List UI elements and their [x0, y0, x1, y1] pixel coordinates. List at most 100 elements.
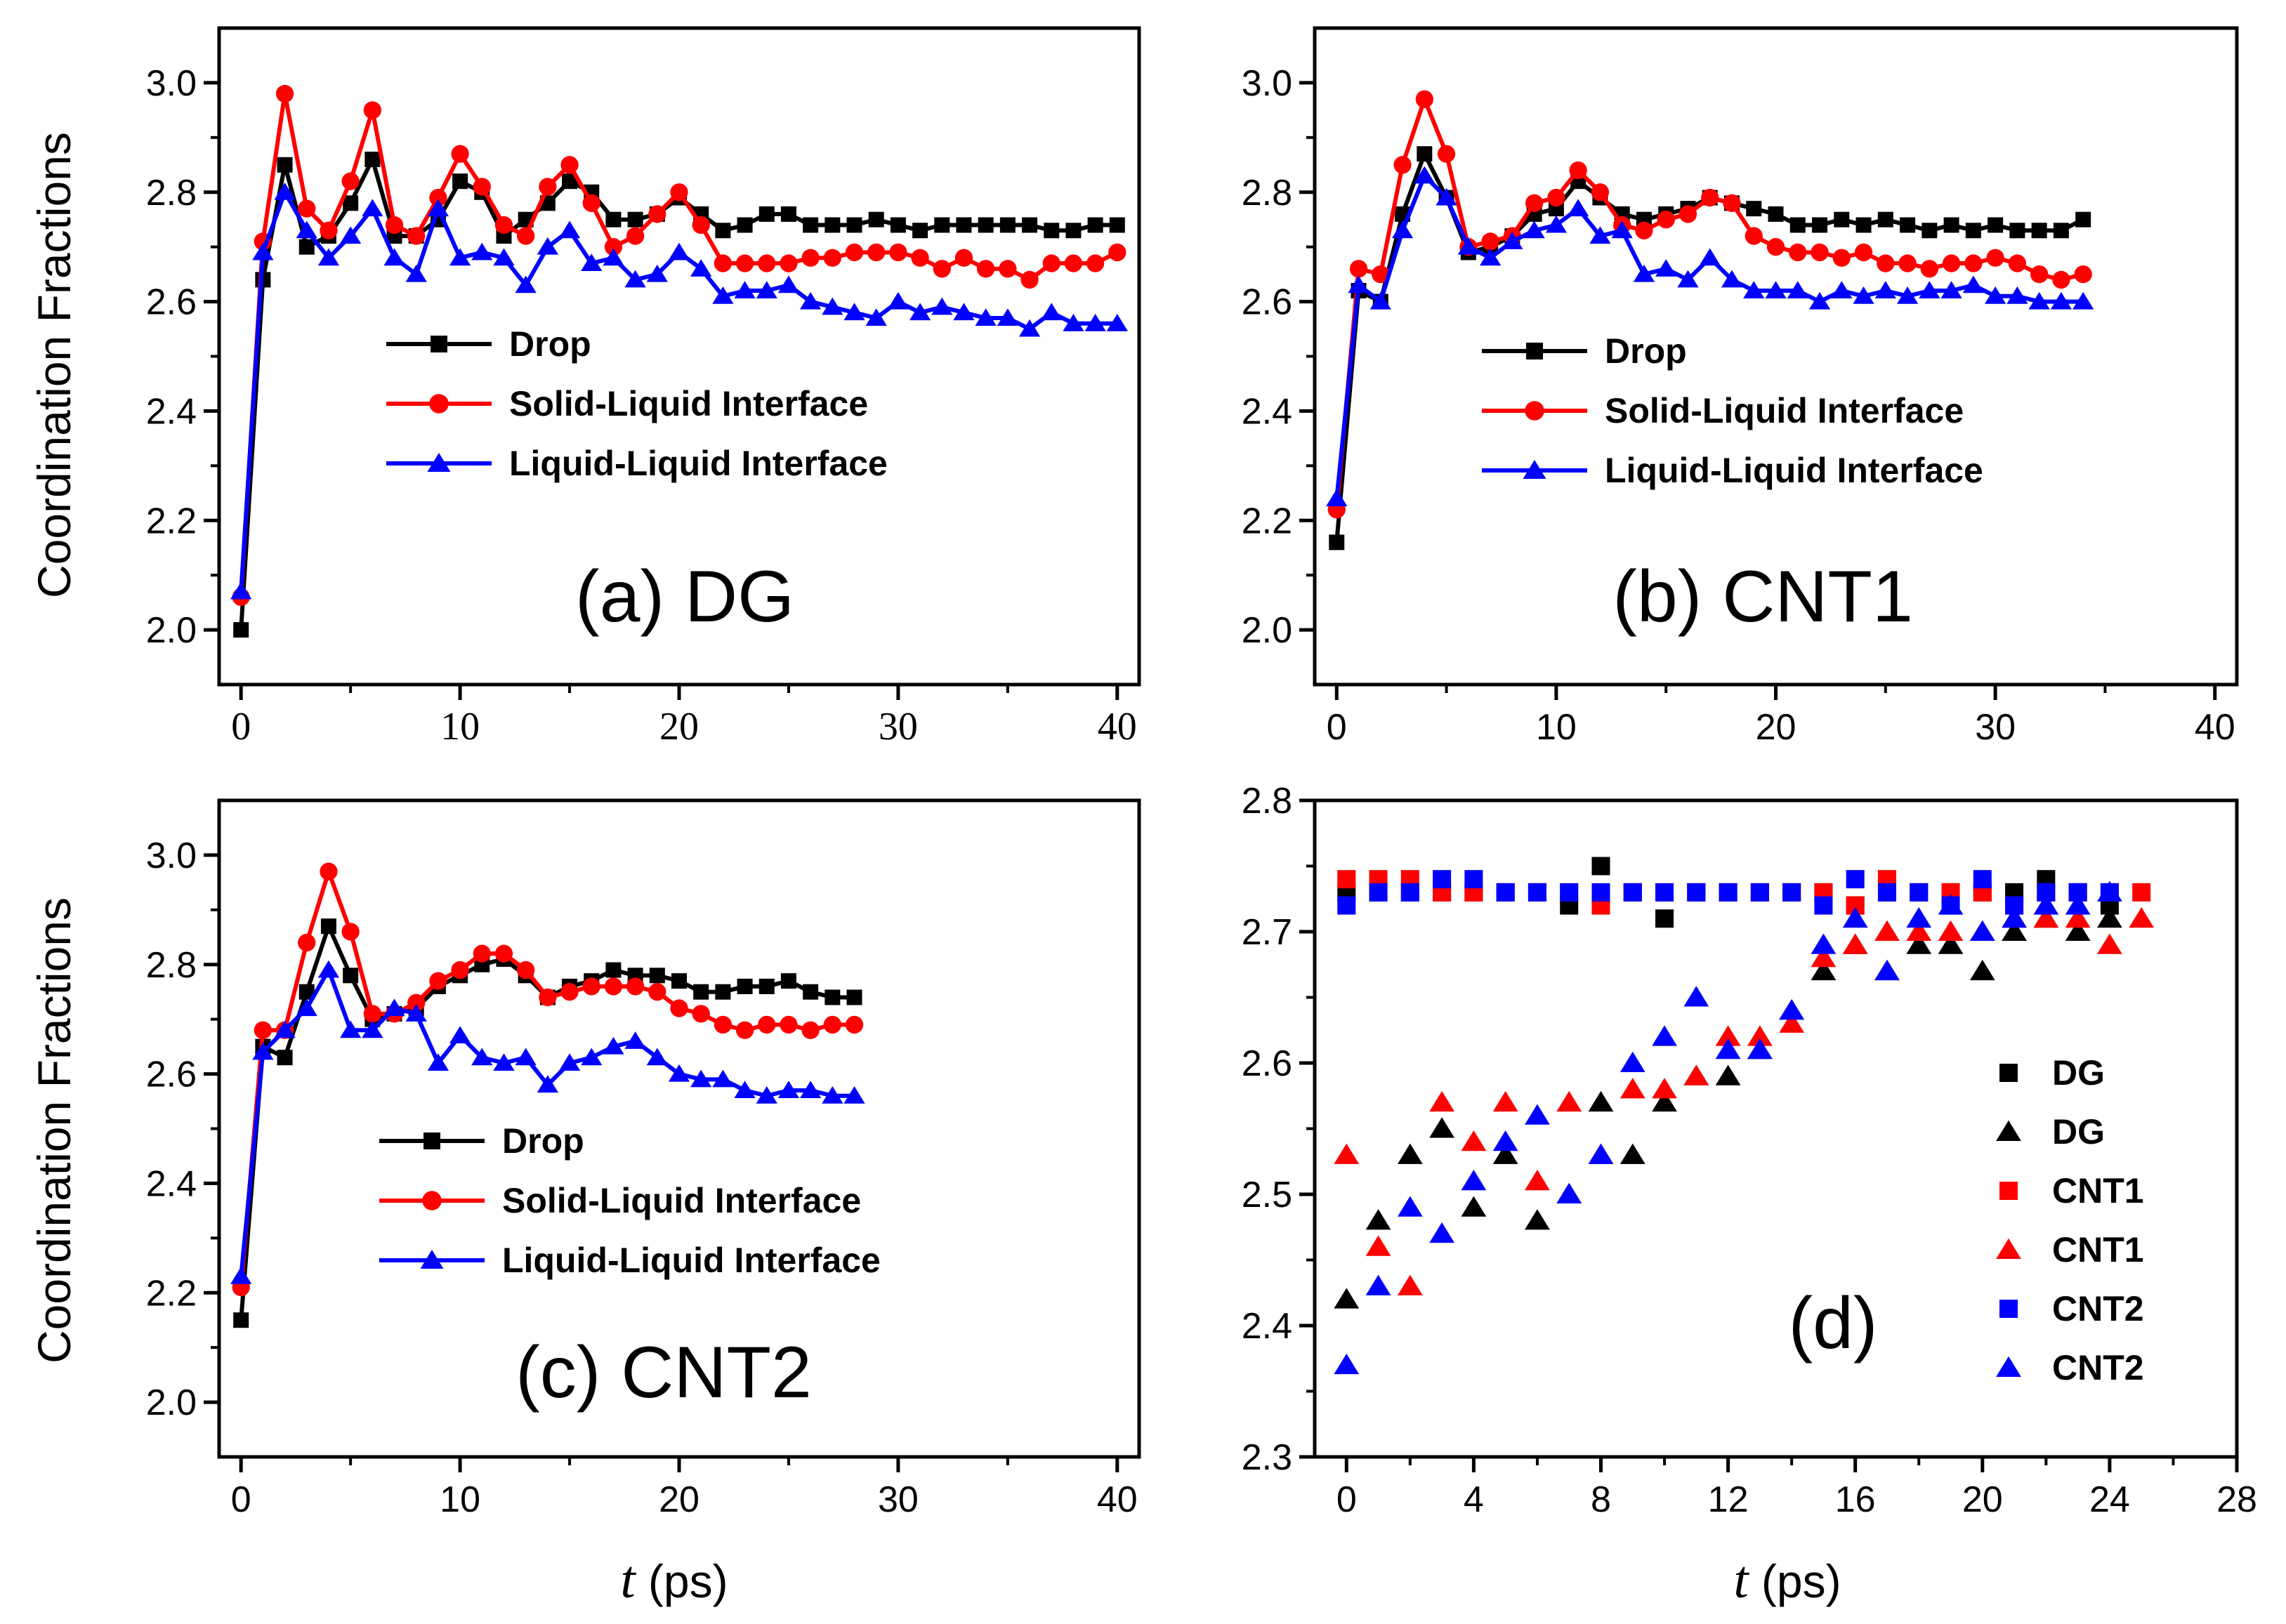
x-tick-label: 20 [659, 705, 699, 748]
data-point [1842, 907, 1868, 928]
data-point [1874, 281, 1896, 298]
x-axis-label-right: t (ps) [1733, 1550, 1841, 1609]
legend-label: DG [2052, 1053, 2105, 1092]
data-point [1436, 187, 1457, 206]
legend-marker [1999, 1300, 2018, 1318]
data-point [233, 1312, 249, 1328]
legend-marker [1526, 343, 1543, 359]
data-point [473, 944, 491, 963]
data-point [1464, 870, 1483, 889]
data-point [1701, 188, 1719, 207]
y-tick-label: 2.8 [1242, 781, 1292, 821]
data-point [1747, 1025, 1773, 1046]
data-point [978, 217, 994, 233]
data-point [515, 275, 537, 293]
data-point [1329, 534, 1345, 550]
data-point [1766, 238, 1785, 256]
data-point [1962, 275, 1984, 293]
data-point [1679, 205, 1697, 223]
data-point [670, 183, 688, 202]
data-point [1569, 161, 1587, 180]
data-point [1417, 146, 1433, 162]
data-point [1906, 920, 1932, 941]
data-point [429, 972, 447, 990]
data-point [690, 259, 712, 277]
data-point [233, 622, 249, 638]
data-point [1063, 314, 1084, 331]
data-point [1964, 254, 1983, 272]
data-point [737, 978, 753, 994]
y-axis-label-top: Coordination Fractions [28, 132, 80, 598]
series-liquid-liquid-interface [1326, 166, 2094, 507]
data-point [668, 1064, 690, 1082]
series-line [239, 91, 1119, 598]
data-point [405, 1004, 427, 1022]
panel-title: (c) CNT2 [515, 1332, 812, 1413]
data-point [1855, 217, 1872, 233]
data-point [558, 220, 581, 239]
data-point [1429, 1222, 1454, 1243]
data-point [427, 1053, 449, 1071]
data-point [1811, 933, 1837, 954]
legend-marker [431, 336, 447, 352]
data-point [975, 308, 997, 326]
data-point [1811, 946, 1837, 968]
data-point [1747, 1038, 1773, 1059]
data-point [626, 227, 645, 245]
data-point [1065, 223, 1082, 239]
y-tick-label: 2.6 [1242, 282, 1292, 323]
data-point [1022, 217, 1038, 233]
data-point [581, 1048, 603, 1066]
data-point [997, 308, 1018, 326]
data-point [1545, 215, 1568, 233]
legend-label: Liquid-Liquid Interface [502, 1241, 881, 1280]
x-tick-label: 0 [1327, 707, 1347, 748]
data-point [363, 101, 381, 119]
data-point [823, 249, 841, 267]
data-point [758, 978, 775, 994]
y-tick-label: 2.8 [1242, 173, 1292, 213]
data-point [274, 183, 296, 200]
data-point [954, 249, 973, 267]
data-point [1365, 1235, 1391, 1256]
data-point [562, 173, 578, 190]
y-tick-label: 2.6 [146, 1055, 197, 1095]
data-point [1620, 1078, 1645, 1099]
data-point [649, 968, 665, 984]
data-point [558, 1053, 581, 1071]
data-point [1874, 920, 1900, 941]
data-point [1832, 249, 1851, 267]
legend-marker [1999, 1064, 2018, 1082]
series-solid-liquid-interface [232, 862, 864, 1297]
data-point [1369, 291, 1391, 310]
data-point [2031, 223, 2047, 239]
data-point [1041, 303, 1063, 321]
data-point [1348, 275, 1369, 293]
data-point [646, 264, 668, 282]
data-point [823, 1015, 841, 1034]
data-point [671, 973, 687, 989]
data-point [758, 206, 775, 222]
data-point [1400, 883, 1419, 902]
data-point [1699, 248, 1721, 266]
data-point [867, 243, 886, 262]
legend-marker [1999, 1182, 2018, 1200]
y-tick-label: 2.4 [146, 391, 197, 432]
data-point [277, 157, 293, 173]
data-point [956, 217, 972, 233]
y-tick-label: 2.6 [146, 282, 197, 323]
data-point [1910, 883, 1929, 902]
data-point [1414, 166, 1436, 184]
data-point [1461, 1196, 1487, 1217]
panel-d: 0 4 8 12 16 20 24 28 2.3 2.4 2.5 2.6 2.7 2.8 DG DG CNT1 C… [1242, 781, 2257, 1520]
data-point [714, 254, 733, 272]
data-point [493, 248, 515, 266]
legend-marker [429, 394, 449, 414]
legend-label: CNT2 [2052, 1348, 2144, 1387]
data-point [298, 933, 316, 952]
data-point [1415, 90, 1433, 108]
data-point [1365, 1274, 1391, 1295]
data-point [1568, 199, 1589, 217]
data-point [1683, 1064, 1709, 1085]
data-point [933, 260, 951, 278]
